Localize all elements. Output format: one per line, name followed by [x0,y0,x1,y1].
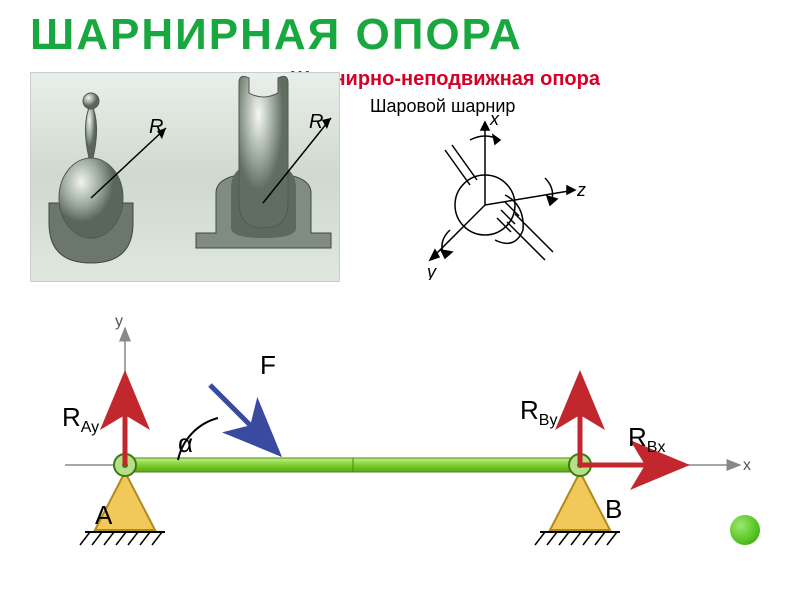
angle-alpha-label: α [178,428,193,459]
support-b-label: В [605,494,622,525]
reaction-by-label: RBy [520,395,557,430]
force-f-label: F [260,350,276,381]
axis-z-label: z [576,180,586,200]
hinge-photo-svg: R R [31,73,341,283]
next-slide-button[interactable] [730,515,760,545]
axis-y-label-joint: y [425,262,437,280]
axis-x-label: x [489,110,500,129]
ball-joint-sketch: x z y [375,110,595,280]
axis-x-label-beam: x [743,457,751,474]
axis-y-label: y [115,313,123,330]
photo-left-r-label: R [149,116,163,138]
reaction-bx-label: RBx [628,422,665,457]
hinge-photo-panel: R R [30,72,340,282]
beam-diagram: y x [60,310,760,580]
reaction-ay-label: RAy [62,402,99,437]
support-a-label: А [95,500,112,531]
photo-right-r-label: R [309,111,323,133]
page-title: ШАРНИРНАЯ ОПОРА [30,10,523,60]
